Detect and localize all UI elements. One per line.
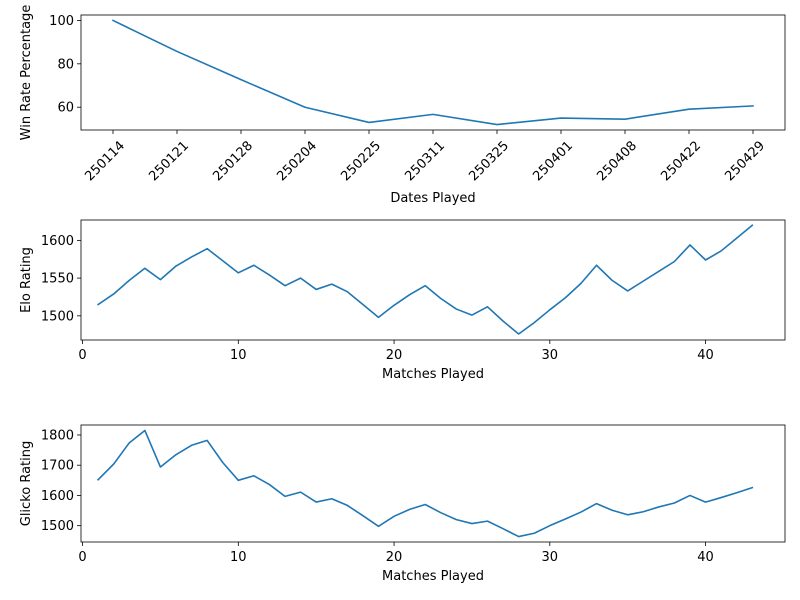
win-rate-series-line xyxy=(111,19,754,126)
glicko-rating-chart: 0 10 20 30 40 1500 1600 1700 1800 Matches Played G… xyxy=(19,424,786,584)
elo-y-tick-label: 1550 xyxy=(41,272,74,287)
glicko-y-tick-label: 1700 xyxy=(41,459,74,474)
glicko-x-tick-label: 40 xyxy=(697,550,714,565)
win-rate-y-tick-label: 80 xyxy=(57,57,74,72)
win-rate-y-axis-label: Win Rate Percentage xyxy=(19,5,34,141)
elo-y-tick-label: 1500 xyxy=(41,309,74,324)
glicko-axes-frame xyxy=(80,424,786,543)
glicko-x-tick-label: 30 xyxy=(542,550,559,565)
elo-x-axis-label: Matches Played xyxy=(382,367,484,382)
glicko-y-tick-label: 1800 xyxy=(41,428,74,443)
elo-y-axis-label: Elo Rating xyxy=(19,247,34,313)
elo-x-tick-label: 20 xyxy=(386,348,403,363)
win-rate-y-tick-label: 100 xyxy=(49,14,74,29)
glicko-y-tick-label: 1500 xyxy=(41,519,74,534)
elo-x-tick-label: 10 xyxy=(230,348,247,363)
glicko-x-tick-label: 20 xyxy=(386,550,403,565)
glicko-x-tick-label: 10 xyxy=(230,550,247,565)
glicko-y-tick-label: 1600 xyxy=(41,489,74,504)
glicko-series-line xyxy=(96,429,754,538)
elo-series-line xyxy=(97,224,754,335)
elo-axes-frame xyxy=(80,219,786,341)
elo-x-tick-label: 40 xyxy=(697,348,714,363)
glicko-x-tick-label: 0 xyxy=(78,550,86,565)
win-rate-y-tick-label: 60 xyxy=(57,101,74,116)
elo-y-tick-label: 1600 xyxy=(41,234,74,249)
elo-x-tick-label: 0 xyxy=(78,348,86,363)
glicko-y-axis-label: Glicko Rating xyxy=(19,441,34,527)
elo-rating-chart: 0 10 20 30 40 1500 1550 1600 Matches Played Elo R… xyxy=(19,219,786,382)
glicko-x-axis-label: Matches Played xyxy=(382,569,484,584)
elo-x-tick-label: 30 xyxy=(542,348,559,363)
win-rate-x-axis-label: Dates Played xyxy=(390,191,475,206)
